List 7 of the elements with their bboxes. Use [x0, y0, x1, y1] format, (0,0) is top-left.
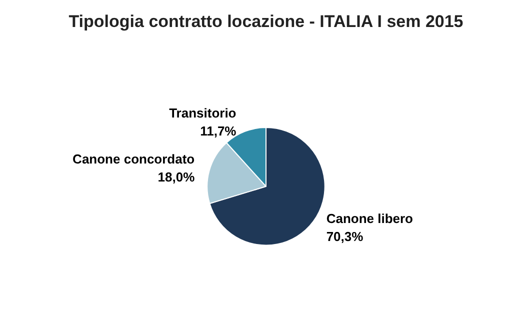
- chart-title: Tipologia contratto locazione - ITALIA I sem 2015: [68, 12, 464, 31]
- slice-label: Transitorio: [169, 106, 236, 121]
- slice-label: Canone libero: [326, 210, 414, 226]
- data-label: 11,7%: [200, 124, 237, 139]
- data-label: 18,0%: [158, 170, 196, 185]
- slice-label: Canone concordato: [72, 152, 195, 167]
- data-label: 70,3%: [326, 228, 364, 244]
